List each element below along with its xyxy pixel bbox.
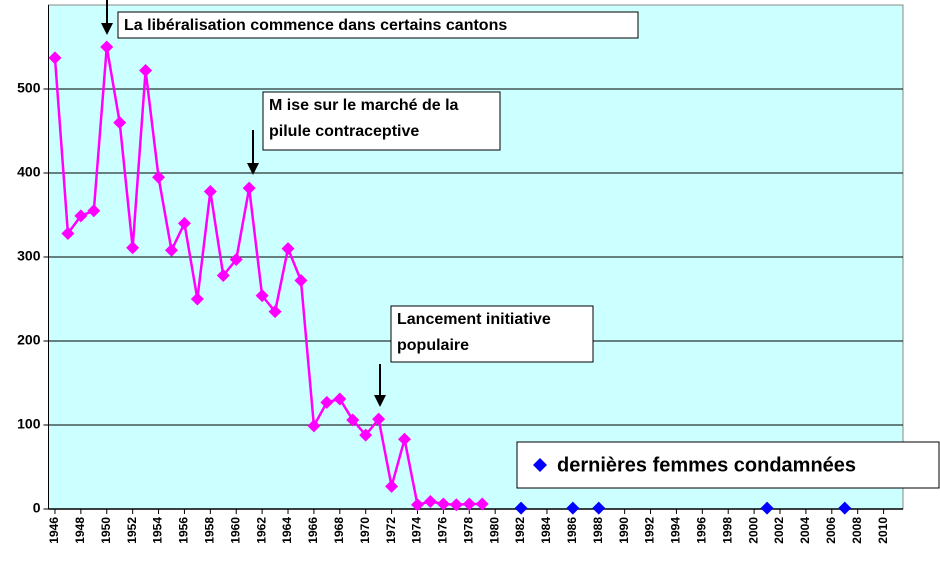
marker bbox=[320, 395, 334, 409]
x-tick-label: 1996 bbox=[694, 517, 708, 544]
marker bbox=[268, 305, 282, 319]
marker bbox=[100, 40, 114, 54]
marker bbox=[838, 501, 852, 515]
x-tick-label: 1956 bbox=[177, 517, 191, 544]
annotation-arrowhead bbox=[101, 23, 113, 35]
marker bbox=[372, 412, 386, 426]
x-tick-label: 1998 bbox=[720, 517, 734, 544]
x-tick-label: 1994 bbox=[669, 517, 683, 544]
marker bbox=[410, 498, 424, 512]
annotation-text: populaire bbox=[397, 337, 469, 354]
x-tick-label: 1946 bbox=[47, 517, 61, 544]
marker bbox=[346, 413, 360, 427]
marker bbox=[139, 64, 153, 78]
marker bbox=[592, 501, 606, 515]
marker bbox=[48, 51, 62, 65]
x-tick-label: 2004 bbox=[798, 517, 812, 544]
marker bbox=[294, 274, 308, 288]
marker bbox=[333, 392, 347, 406]
marker bbox=[566, 501, 580, 515]
annotation-text: Lancement initiative bbox=[397, 311, 551, 328]
annotation-box bbox=[390, 305, 594, 363]
y-tick-label: 400 bbox=[17, 164, 41, 180]
marker bbox=[74, 209, 88, 223]
marker bbox=[423, 494, 437, 508]
x-tick-label: 1968 bbox=[332, 517, 346, 544]
x-tick-label: 1952 bbox=[125, 517, 139, 544]
annotation-box bbox=[262, 91, 501, 151]
x-tick-label: 1988 bbox=[591, 517, 605, 544]
marker bbox=[398, 432, 412, 446]
marker bbox=[113, 116, 127, 130]
x-tick-label: 1986 bbox=[565, 517, 579, 544]
marker bbox=[281, 242, 295, 256]
marker bbox=[462, 497, 476, 511]
x-tick-label: 1962 bbox=[254, 517, 268, 544]
marker bbox=[475, 497, 489, 511]
marker bbox=[177, 216, 191, 230]
marker bbox=[359, 428, 373, 442]
marker bbox=[87, 204, 101, 218]
annotation-text: M ise sur le marché de la bbox=[269, 97, 459, 114]
y-tick-label: 0 bbox=[33, 500, 41, 516]
marker bbox=[152, 170, 166, 184]
marker bbox=[449, 498, 463, 512]
y-tick-label: 500 bbox=[17, 80, 41, 96]
marker bbox=[760, 501, 774, 515]
annotation-text: La libéralisation commence dans certains… bbox=[124, 17, 507, 34]
marker bbox=[385, 479, 399, 493]
x-tick-label: 1950 bbox=[99, 517, 113, 544]
x-tick-label: 1954 bbox=[151, 517, 165, 544]
annotation-arrowhead bbox=[374, 395, 386, 407]
y-tick-label: 200 bbox=[17, 332, 41, 348]
y-tick-label: 300 bbox=[17, 248, 41, 264]
marker bbox=[126, 241, 140, 255]
x-tick-label: 2002 bbox=[772, 517, 786, 544]
marker bbox=[203, 184, 217, 198]
marker bbox=[216, 268, 230, 282]
marker bbox=[242, 181, 256, 195]
marker bbox=[436, 497, 450, 511]
x-tick-label: 1976 bbox=[436, 517, 450, 544]
marker bbox=[307, 419, 321, 433]
annotation-box bbox=[117, 11, 639, 39]
x-tick-label: 1992 bbox=[643, 517, 657, 544]
marker bbox=[190, 292, 204, 306]
x-tick-label: 1984 bbox=[539, 517, 553, 544]
x-tick-label: 1980 bbox=[487, 517, 501, 544]
x-tick-label: 1970 bbox=[358, 517, 372, 544]
x-tick-label: 1964 bbox=[280, 517, 294, 544]
legend-box bbox=[516, 441, 940, 489]
legend-label: dernières femmes condamnées bbox=[557, 454, 856, 476]
x-tick-label: 2006 bbox=[824, 517, 838, 544]
x-tick-label: 1974 bbox=[410, 517, 424, 544]
x-tick-label: 1972 bbox=[384, 517, 398, 544]
x-tick-label: 2008 bbox=[850, 517, 864, 544]
series-line bbox=[53, 46, 483, 507]
legend-marker bbox=[533, 458, 547, 472]
x-tick-label: 1958 bbox=[203, 517, 217, 544]
x-tick-label: 1948 bbox=[73, 517, 87, 544]
x-tick-label: 2000 bbox=[746, 517, 760, 544]
x-tick-label: 1960 bbox=[228, 517, 242, 544]
marker bbox=[164, 243, 178, 257]
x-tick-label: 2010 bbox=[876, 517, 890, 544]
annotation-arrowhead bbox=[247, 163, 259, 175]
marker bbox=[514, 501, 528, 515]
marker bbox=[61, 226, 75, 240]
y-tick-label: 100 bbox=[17, 416, 41, 432]
x-tick-label: 1990 bbox=[617, 517, 631, 544]
x-tick-label: 1966 bbox=[306, 517, 320, 544]
annotation-text: pilule contraceptive bbox=[269, 123, 419, 140]
x-tick-label: 1982 bbox=[513, 517, 527, 544]
marker bbox=[229, 253, 243, 267]
x-tick-label: 1978 bbox=[461, 517, 475, 544]
marker bbox=[255, 289, 269, 303]
